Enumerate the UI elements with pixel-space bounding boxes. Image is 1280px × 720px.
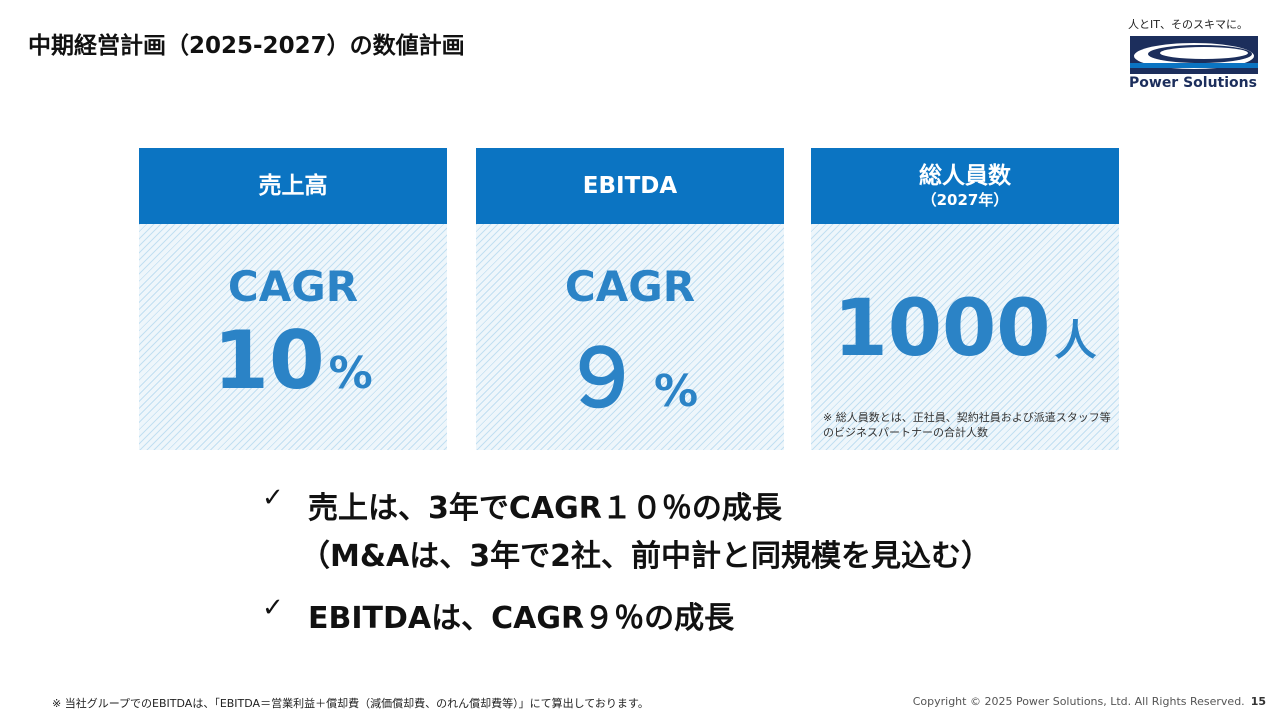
kpi-number: 1000	[833, 284, 1051, 374]
page-title: 中期経営計画（2025-2027）の数値計画	[28, 33, 465, 59]
card-header-title: 総人員数	[919, 163, 1011, 189]
card-header: EBITDA	[476, 148, 784, 224]
card-header-subtitle: （2027年）	[921, 191, 1009, 209]
logo-mark-icon	[1130, 36, 1258, 74]
footnote: ※ 当社グループでのEBITDAは、「EBITDA＝営業利益＋償却費（減価償却費…	[52, 697, 649, 710]
page-number: 15	[1250, 695, 1266, 708]
card-header: 売上高	[139, 148, 447, 224]
card-note: ※ 総人員数とは、正社員、契約社員および派遣スタッフ等のビジネスパートナーの合計…	[823, 411, 1111, 439]
cagr-label: CAGR	[227, 262, 359, 311]
copyright: Copyright © 2025 Power Solutions, Ltd. A…	[913, 695, 1266, 708]
kpi-value: ９%	[476, 314, 784, 430]
logo-name: Power Solutions	[1129, 75, 1257, 91]
card-body: CAGR 10%	[139, 224, 447, 450]
kpi-number: 10	[213, 314, 325, 407]
bullet-text: 売上は、3年でCAGR１０％の成長	[308, 491, 782, 526]
card-header-title: 売上高	[258, 173, 328, 199]
kpi-value: 10%	[139, 314, 447, 407]
copyright-text: Copyright © 2025 Power Solutions, Ltd. A…	[912, 695, 1245, 708]
card-header-title: EBITDA	[582, 173, 678, 199]
kpi-number: ９	[561, 332, 642, 425]
card-body: 1000人 ※ 総人員数とは、正社員、契約社員および派遣スタッフ等のビジネスパー…	[811, 224, 1119, 450]
company-logo: 人とIT、そのスキマに。 Power Solutions	[1124, 16, 1264, 96]
bullet-text: EBITDAは、CAGR９％の成長	[308, 601, 735, 636]
kpi-unit: %	[653, 366, 699, 417]
card-header: 総人員数 （2027年）	[811, 148, 1119, 224]
kpi-value: 1000人	[811, 284, 1119, 374]
kpi-unit: 人	[1054, 316, 1097, 365]
bullet-text: （M&Aは、3年で2社、前中計と同規模を見込む）	[300, 539, 991, 574]
kpi-card-headcount: 総人員数 （2027年） 1000人 ※ 総人員数とは、正社員、契約社員および派…	[811, 148, 1119, 450]
kpi-card-sales: 売上高 CAGR 10%	[139, 148, 447, 450]
checkmark-icon: ✓	[262, 483, 284, 513]
cagr-label: CAGR	[564, 262, 696, 311]
checkmark-icon: ✓	[262, 593, 284, 623]
kpi-unit: %	[328, 348, 373, 399]
kpi-card-ebitda: EBITDA CAGR ９%	[476, 148, 784, 450]
card-body: CAGR ９%	[476, 224, 784, 450]
logo-tagline: 人とIT、そのスキマに。	[1128, 18, 1248, 31]
